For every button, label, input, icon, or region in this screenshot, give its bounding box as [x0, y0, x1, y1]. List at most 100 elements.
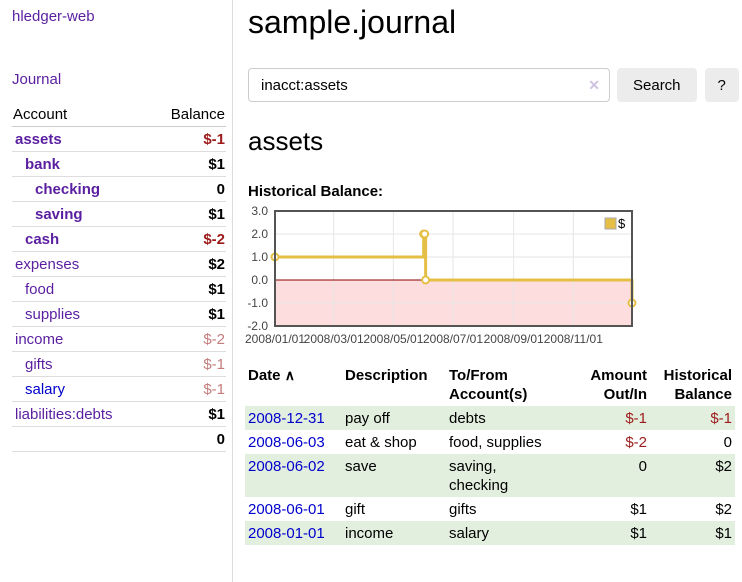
transaction-description: pay off: [342, 406, 446, 430]
account-balance: $2: [208, 256, 225, 273]
search-button[interactable]: Search: [617, 68, 697, 102]
account-balance: $-1: [203, 356, 225, 373]
balance-column-header: Balance: [170, 106, 225, 123]
account-link-saving[interactable]: saving: [35, 206, 83, 223]
transaction-balance: $1: [650, 521, 735, 545]
transaction-date-link[interactable]: 2008-06-03: [248, 434, 325, 451]
account-balance: $1: [208, 406, 225, 423]
transaction-balance: $2: [650, 454, 735, 497]
search-input[interactable]: [248, 68, 610, 102]
svg-text:2008/03/01: 2008/03/01: [304, 332, 364, 346]
account-link-liabilities-debts[interactable]: liabilities:debts: [15, 406, 113, 423]
account-row-checking: checking 0: [12, 177, 226, 202]
account-column-header: Account: [13, 106, 68, 123]
svg-text:0.0: 0.0: [251, 273, 268, 287]
transaction-description: save: [342, 454, 446, 497]
transaction-balance: 0: [723, 434, 732, 451]
transaction-description: gift: [345, 501, 366, 518]
svg-text:2.0: 2.0: [251, 227, 268, 241]
amount-column-header: Amount Out/In: [590, 367, 647, 403]
clear-search-icon[interactable]: ✕: [588, 77, 600, 93]
transaction-balance: $2: [715, 501, 732, 518]
date-header-label: Date: [248, 367, 281, 384]
account-row-income: income $-2: [12, 327, 226, 352]
svg-text:-1.0: -1.0: [247, 296, 268, 310]
transaction-date-link[interactable]: 2008-06-01: [248, 501, 325, 518]
transaction-accounts: salary: [446, 521, 568, 545]
search-form: ✕ Search ?: [248, 68, 742, 102]
transaction-balance: $-1: [650, 406, 735, 430]
account-balance: $-1: [203, 131, 225, 148]
search-box: ✕: [248, 68, 610, 102]
account-row-liabilities-debts: liabilities:debts $1: [12, 402, 226, 427]
transaction-amount: $-2: [625, 434, 647, 451]
account-balance: $1: [208, 281, 225, 298]
account-link-food[interactable]: food: [25, 281, 55, 298]
transaction-date-link[interactable]: 2008-01-01: [248, 525, 325, 542]
transaction-description: eat & shop: [345, 434, 417, 451]
svg-text:-2.0: -2.0: [247, 319, 268, 333]
transaction-accounts: gifts: [449, 501, 477, 518]
account-row-supplies: supplies $1: [12, 302, 226, 327]
svg-text:2008/07/01: 2008/07/01: [423, 332, 483, 346]
register-table: Date ∧ Description To/From Account(s) Am…: [245, 364, 735, 545]
account-balance: 0: [216, 181, 225, 198]
account-row-gifts: gifts $-1: [12, 352, 226, 377]
total-balance: 0: [216, 431, 225, 448]
app-brand-link[interactable]: hledger-web: [12, 8, 95, 25]
account-tree-header: Account Balance: [12, 102, 226, 127]
account-link-checking[interactable]: checking: [35, 181, 101, 198]
account-link-bank[interactable]: bank: [25, 156, 61, 173]
help-button[interactable]: ?: [704, 68, 739, 102]
transaction-accounts: debts: [446, 406, 568, 430]
account-balance: $1: [208, 206, 225, 223]
historical-balance-chart: $3.0 2.0 1.0 0.0 -1.0 -2.0 2008/01/01 2008/03/0…: [241, 206, 641, 348]
account-balance: $1: [208, 306, 225, 323]
transaction-date-link[interactable]: 2008-06-02: [248, 458, 325, 475]
account-link-assets[interactable]: assets: [15, 131, 62, 148]
account-row-expenses: expenses $2: [12, 252, 226, 277]
transaction-amount: $1: [630, 501, 647, 518]
svg-text:2008/01/01: 2008/01/01: [245, 332, 305, 346]
register-row: 2008-12-31 pay off debts $-1 $-1: [245, 406, 735, 430]
chart-title: Historical Balance:: [248, 183, 384, 200]
account-heading: assets: [248, 126, 324, 156]
account-balance: $-2: [203, 331, 225, 348]
account-row-bank: bank $1: [12, 152, 226, 177]
date-column-header[interactable]: Date ∧: [245, 364, 342, 406]
transaction-accounts: food, supplies: [449, 434, 542, 451]
account-total-row: 0: [12, 427, 226, 452]
account-balance: $1: [208, 156, 225, 173]
transaction-amount: $-1: [568, 406, 650, 430]
register-row: 2008-06-02 save saving, checking 0 $2: [245, 454, 735, 497]
register-header-row: Date ∧ Description To/From Account(s) Am…: [245, 364, 735, 406]
sidebar-item-journal[interactable]: Journal: [12, 71, 62, 88]
account-link-expenses[interactable]: expenses: [15, 256, 80, 273]
svg-text:2008/05/01: 2008/05/01: [363, 332, 423, 346]
svg-text:1.0: 1.0: [251, 250, 268, 264]
account-balance: $-2: [203, 231, 225, 248]
sort-asc-icon: ∧: [284, 367, 295, 383]
description-column-header: Description: [345, 367, 428, 384]
account-row-saving: saving $1: [12, 202, 226, 227]
transaction-accounts: saving, checking: [446, 454, 568, 497]
balance-chart-svg: $3.0 2.0 1.0 0.0 -1.0 -2.02008/01/012008/03/0…: [245, 206, 637, 346]
svg-text:$: $: [618, 216, 626, 231]
account-row-food: food $1: [12, 277, 226, 302]
transaction-description: income: [342, 521, 446, 545]
svg-text:2008/11/01: 2008/11/01: [544, 332, 603, 346]
account-row-salary: salary $-1: [12, 377, 226, 402]
account-link-salary[interactable]: salary: [25, 381, 66, 398]
register-row: 2008-01-01 income salary $1 $1: [245, 521, 735, 545]
transaction-amount: $1: [568, 521, 650, 545]
sidebar: hledger-web Journal Account Balance asse…: [0, 0, 233, 582]
account-row-assets: assets $-1: [12, 127, 226, 152]
account-link-income[interactable]: income: [15, 331, 64, 348]
transaction-date-link[interactable]: 2008-12-31: [248, 410, 325, 427]
account-link-gifts[interactable]: gifts: [25, 356, 53, 373]
account-link-cash[interactable]: cash: [25, 231, 60, 248]
svg-text:3.0: 3.0: [251, 206, 268, 218]
account-column-header: To/From Account(s): [449, 367, 528, 403]
main-content: sample.journal ✕ Search ? assets Histori…: [233, 0, 742, 582]
account-link-supplies[interactable]: supplies: [25, 306, 81, 323]
